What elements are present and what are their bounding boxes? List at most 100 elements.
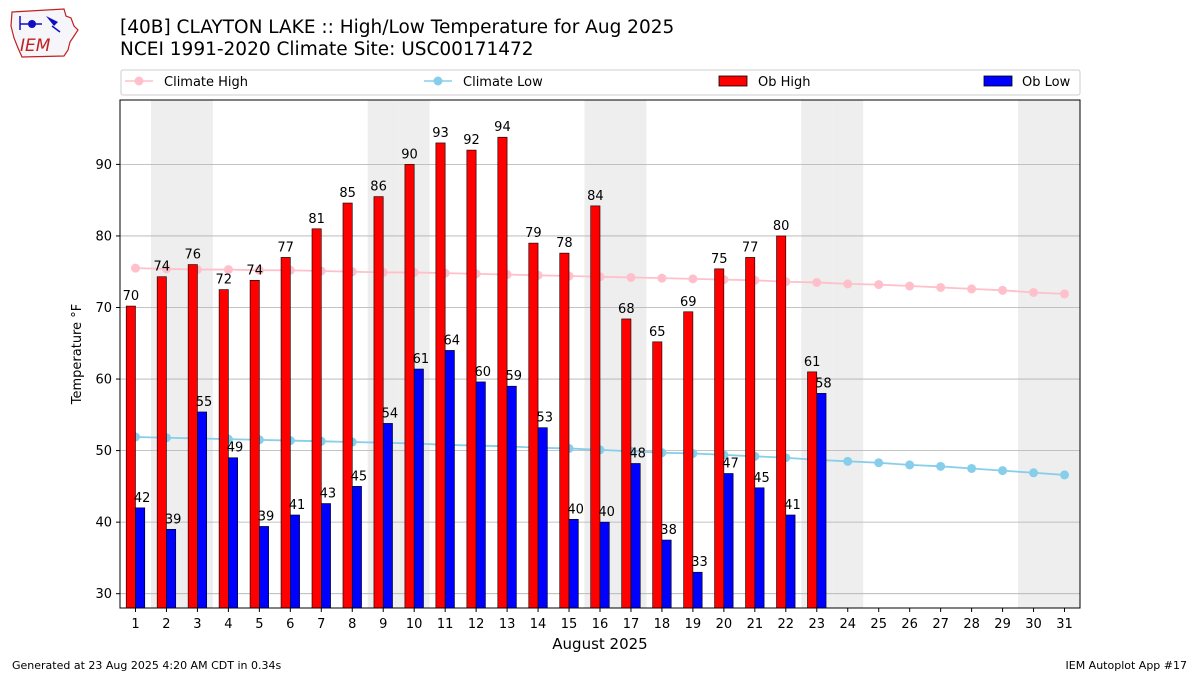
ob-low-bar-day-17 xyxy=(630,463,641,609)
bar-value-labels: 70 74 76 72 74 77 81 85 86 90 93 92 94 79 78 84 68 65 69 75… xyxy=(123,120,832,570)
x-tick-label-1: 1 xyxy=(131,617,139,632)
x-tick-label-14: 14 xyxy=(530,617,547,632)
climate-high-point-day-4 xyxy=(223,265,233,275)
x-tick-label-28: 28 xyxy=(963,617,980,632)
legend-ob-low-label: Ob Low xyxy=(1022,75,1071,90)
ob-low-bar-day-20 xyxy=(723,473,734,609)
ob-low-bar-day-14 xyxy=(537,427,548,609)
ob-high-bar-day-10 xyxy=(404,164,415,609)
app-note: IEM Autoplot App #17 xyxy=(1065,659,1188,672)
ob-high-bar-day-20 xyxy=(714,268,725,609)
y-axis-label: Temperature °F xyxy=(70,304,85,405)
x-tick-label-16: 16 xyxy=(592,617,609,632)
ob-low-label-day-2: 39 xyxy=(165,512,182,527)
ob-high-label-day-19: 69 xyxy=(680,295,697,310)
climate-low-point-day-27 xyxy=(936,461,946,471)
ob-high-label-day-13: 94 xyxy=(494,120,511,135)
x-tick-label-7: 7 xyxy=(317,617,325,632)
x-tick-label-9: 9 xyxy=(379,617,387,632)
weekend-shade-day-30 xyxy=(1018,100,1050,608)
ob-high-label-day-4: 72 xyxy=(215,273,232,288)
ob-low-bar-day-13 xyxy=(506,385,517,609)
legend-climate-high-label: Climate High xyxy=(164,75,248,90)
x-tick-label-20: 20 xyxy=(716,617,733,632)
ob-low-bar-day-3 xyxy=(197,411,208,609)
weekend-shade-day-24 xyxy=(832,100,864,608)
x-tick-label-11: 11 xyxy=(437,617,454,632)
ob-low-bar-day-2 xyxy=(166,528,177,609)
ob-high-label-day-5: 74 xyxy=(246,263,263,278)
ob-high-bar-day-17 xyxy=(621,318,632,609)
ob-high-bar-day-16 xyxy=(590,205,601,609)
ob-low-label-day-6: 41 xyxy=(289,498,306,513)
ob-low-bar-day-22 xyxy=(785,514,796,609)
x-tick-label-3: 3 xyxy=(193,617,201,632)
ob-high-label-day-21: 77 xyxy=(742,240,759,255)
ob-high-label-day-18: 65 xyxy=(649,325,666,340)
ob-high-bar-day-5 xyxy=(249,280,260,609)
x-tick-label-24: 24 xyxy=(839,617,856,632)
ob-low-label-day-14: 53 xyxy=(536,411,553,426)
ob-high-bar-day-6 xyxy=(280,257,291,609)
ob-low-bar-day-19 xyxy=(692,571,703,609)
ob-low-bar-day-10 xyxy=(413,368,424,609)
ob-low-bar-day-23 xyxy=(816,393,827,609)
observed-bars xyxy=(125,136,827,609)
iem-logo: IEM xyxy=(10,8,79,58)
ob-low-bar-day-18 xyxy=(661,539,672,609)
ob-high-label-day-10: 90 xyxy=(401,147,418,162)
weekend-shading xyxy=(150,100,1080,608)
ob-low-bar-day-9 xyxy=(382,423,393,609)
ob-high-label-day-6: 77 xyxy=(277,240,294,255)
ob-low-bar-day-5 xyxy=(259,526,269,609)
ob-low-label-day-19: 33 xyxy=(691,555,708,570)
x-tick-label-17: 17 xyxy=(623,617,640,632)
ob-low-label-day-16: 40 xyxy=(598,505,615,520)
climate-high-point-day-30 xyxy=(1029,287,1039,297)
ob-low-label-day-22: 41 xyxy=(784,498,801,513)
y-tick-label-60: 60 xyxy=(95,373,112,388)
ob-high-label-day-9: 86 xyxy=(370,180,387,195)
x-tick-label-4: 4 xyxy=(224,617,232,632)
ob-low-label-day-4: 49 xyxy=(227,441,244,456)
ob-low-label-day-9: 54 xyxy=(382,406,399,421)
legend-ob-high-swatch xyxy=(718,75,748,87)
x-tick-label-5: 5 xyxy=(255,617,263,632)
ob-high-bar-day-8 xyxy=(342,202,353,609)
x-tick-label-25: 25 xyxy=(870,617,887,632)
ob-high-label-day-20: 75 xyxy=(711,252,728,267)
ob-high-label-day-17: 68 xyxy=(618,302,635,317)
legend-ob-low-swatch xyxy=(983,75,1013,87)
climate-high-point-day-24 xyxy=(843,279,853,289)
ob-low-label-day-17: 48 xyxy=(629,446,646,461)
x-tick-label-2: 2 xyxy=(162,617,170,632)
ob-low-bar-day-7 xyxy=(320,503,331,609)
ob-high-label-day-3: 76 xyxy=(185,248,202,263)
ob-high-label-day-11: 93 xyxy=(432,126,449,141)
climate-high-point-day-23 xyxy=(812,277,822,287)
ob-high-label-day-16: 84 xyxy=(587,189,604,204)
y-axis-ticks: 30 40 50 60 70 80 90 xyxy=(95,158,120,602)
ob-high-label-day-2: 74 xyxy=(154,260,171,275)
x-tick-label-27: 27 xyxy=(932,617,949,632)
ob-low-label-day-21: 45 xyxy=(753,471,770,486)
ob-high-bar-day-15 xyxy=(559,252,570,609)
logo-text: IEM xyxy=(20,36,51,56)
x-tick-label-6: 6 xyxy=(286,617,294,632)
weekend-shade-day-31 xyxy=(1049,100,1080,608)
x-tick-label-8: 8 xyxy=(348,617,356,632)
ob-low-label-day-12: 60 xyxy=(475,365,492,380)
climate-high-point-day-5 xyxy=(254,265,264,275)
x-axis-ticks: 1 2 3 4 5 6 7 8 9 10 11 12 13 14 15 16 17 18 19 20 21 22 23 24 2… xyxy=(131,608,1073,632)
legend-climate-low-label: Climate Low xyxy=(463,75,543,90)
ob-low-bar-day-6 xyxy=(290,514,300,609)
climate-high-point-day-27 xyxy=(936,282,946,292)
legend-frame xyxy=(120,69,1081,96)
x-tick-label-22: 22 xyxy=(778,617,795,632)
ob-low-label-day-1: 42 xyxy=(134,491,151,506)
ob-high-bar-day-18 xyxy=(652,341,663,609)
ob-high-bar-day-2 xyxy=(156,276,167,609)
climate-low-point-day-29 xyxy=(998,466,1008,476)
x-tick-label-23: 23 xyxy=(809,617,826,632)
